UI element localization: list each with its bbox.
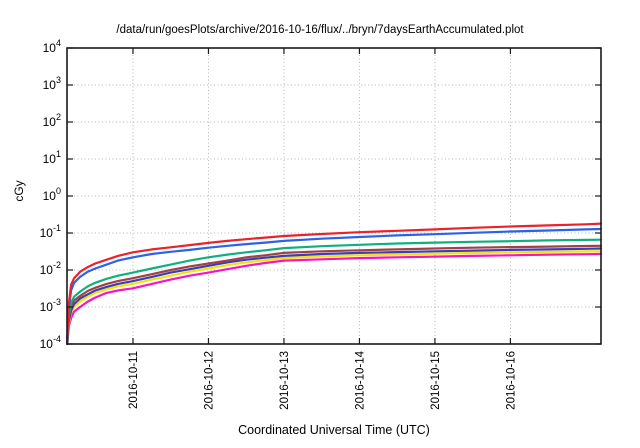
- plot-title: /data/run/goesPlots/archive/2016-10-16/f…: [116, 24, 524, 36]
- x-tick-label: 2016-10-16: [505, 351, 517, 410]
- series-red: [66, 222, 603, 339]
- grid-lines: [67, 48, 601, 344]
- x-tick-label: 2016-10-12: [203, 351, 215, 410]
- x-tick-label: 2016-10-15: [430, 351, 442, 410]
- y-tick-label: 10-3: [40, 297, 61, 314]
- x-tick-label: 2016-10-11: [128, 351, 140, 409]
- y-tick-label: 103: [43, 75, 61, 92]
- series-navy: [66, 247, 603, 346]
- y-tick-label: 10-2: [40, 260, 61, 277]
- series-lines: [66, 222, 603, 346]
- series-green: [66, 238, 603, 343]
- series-magenta: [66, 252, 603, 346]
- series-blue: [66, 227, 603, 341]
- x-tick-label: 2016-10-13: [279, 351, 291, 410]
- y-tick-label: 10-4: [40, 334, 61, 351]
- y-tick-label: 100: [43, 186, 61, 203]
- series-yellow: [66, 250, 603, 346]
- series-dark-red: [66, 244, 603, 344]
- x-axis-label: Coordinated Universal Time (UTC): [238, 423, 430, 437]
- x-tick-label: 2016-10-14: [354, 350, 366, 409]
- x-tick-labels: 2016-10-11 2016-10-12 2016-10-13 2016-10-14…: [128, 350, 517, 409]
- y-tick-label: 104: [43, 38, 61, 55]
- tick-marks: [67, 47, 601, 345]
- y-tick-label: 101: [43, 149, 61, 166]
- y-tick-label: 10-1: [40, 223, 61, 240]
- y-tick-label: 102: [43, 112, 61, 129]
- y-tick-labels: 104 103 102 101 100 10-1 10-2 10-3 10-4: [40, 38, 61, 351]
